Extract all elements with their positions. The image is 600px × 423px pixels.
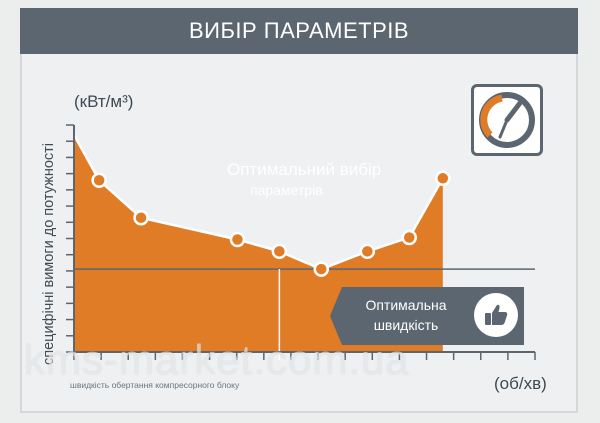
page-title: ВИБІР ПАРАМЕТРІВ [20, 8, 578, 54]
thumbs-up-icon [474, 293, 518, 337]
data-point [435, 170, 451, 187]
y-unit-label: (кВт/м³) [74, 92, 134, 111]
gauge-icon [471, 84, 543, 156]
data-point [359, 243, 376, 260]
callout-line-2: швидкість [373, 317, 439, 333]
title-text: ВИБІР ПАРАМЕТРІВ [188, 18, 410, 43]
annotation-line-1: Оптимальний вибір [227, 160, 382, 179]
data-point [133, 210, 149, 226]
callout-line-1: Оптимальна [365, 297, 447, 313]
x-axis-label: швидкість обертання компресорного блоку [70, 380, 240, 390]
data-point [271, 243, 288, 260]
data-point [313, 261, 330, 277]
data-point [91, 172, 107, 189]
callout-text: Оптимальна швидкість [344, 295, 468, 335]
data-point [229, 231, 246, 248]
watermark: kms-market.com.ua [24, 336, 410, 383]
x-unit-label: (об/хв) [494, 374, 547, 393]
annotation-line-2: параметрів [250, 182, 323, 198]
data-point [401, 229, 418, 246]
